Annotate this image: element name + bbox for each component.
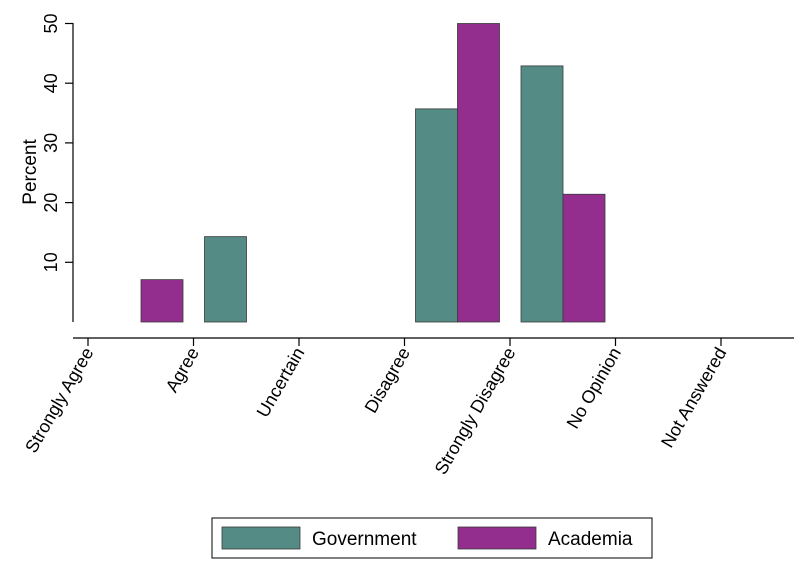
y-tick-label: 30 <box>41 133 61 153</box>
legend-label-government: Government <box>312 529 417 550</box>
bar-academia-disagree <box>457 23 500 323</box>
bar-academia-strongly-disagree <box>562 193 606 323</box>
legend-label-academia: Academia <box>548 529 633 550</box>
bars-group <box>140 23 606 323</box>
x-tick-label-strongly-agree: Strongly Agree <box>21 344 97 456</box>
x-tick-label-disagree: Disagree <box>361 344 414 416</box>
y-tick-label: 10 <box>41 252 61 272</box>
legend-swatch-academia <box>457 526 537 550</box>
legend-swatch-government <box>221 526 301 550</box>
x-tick-label-not-answered: Not Answered <box>657 344 730 451</box>
bar-government-disagree <box>415 108 458 323</box>
y-tick-label: 40 <box>41 73 61 93</box>
x-axis: Strongly Agree Agree Uncertain Disagree Stro… <box>21 337 794 478</box>
y-tick-label: 20 <box>41 193 61 213</box>
bar-government-agree <box>204 236 247 323</box>
bar-government-strongly-disagree <box>520 65 564 323</box>
y-axis: 10 20 30 40 50 <box>41 13 74 322</box>
x-tick-label-agree: Agree <box>162 344 203 396</box>
y-tick-label: 50 <box>41 13 61 33</box>
y-axis-title: Percent <box>20 139 41 205</box>
x-tick-label-no-opinion: No Opinion <box>563 344 625 432</box>
bar-academia-strongly-agree <box>140 279 184 323</box>
x-tick-label-uncertain: Uncertain <box>253 344 309 421</box>
x-tick-label-strongly-disagree: Strongly Disagree <box>431 344 520 478</box>
legend: Government Academia <box>211 517 653 559</box>
